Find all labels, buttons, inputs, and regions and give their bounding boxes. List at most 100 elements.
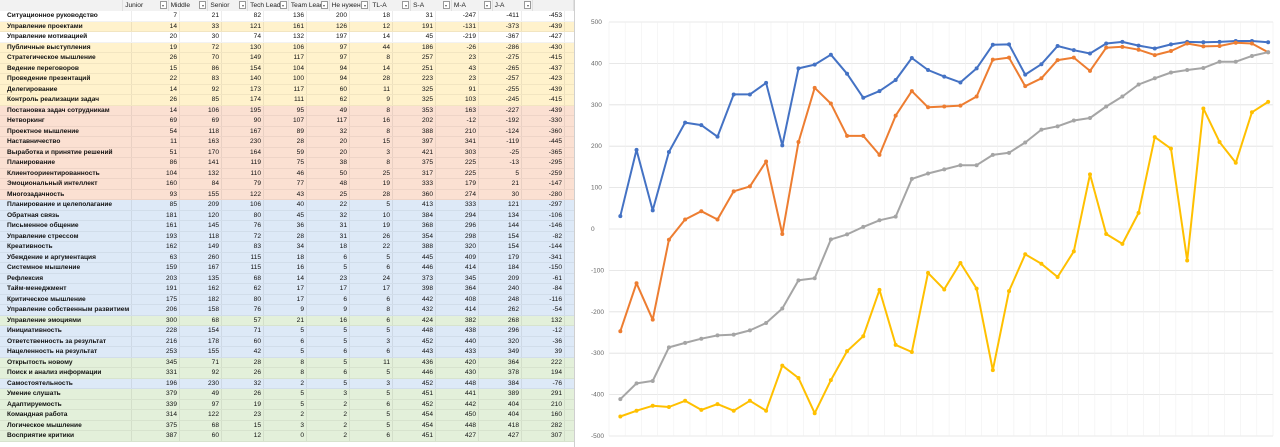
value-cell[interactable]: 60 [222, 336, 264, 346]
filter-dropdown-icon[interactable] [483, 1, 491, 9]
value-cell[interactable]: -13 [479, 158, 522, 168]
value-cell[interactable]: 22 [350, 242, 393, 252]
value-cell[interactable]: 3 [264, 420, 307, 430]
value-cell[interactable]: 223 [393, 74, 436, 84]
value-cell[interactable]: 450 [436, 410, 479, 420]
value-cell[interactable]: 441 [436, 389, 479, 399]
value-cell[interactable]: 193 [132, 231, 180, 241]
value-cell[interactable]: 38 [307, 158, 350, 168]
value-cell[interactable]: 225 [436, 168, 479, 178]
value-cell[interactable]: -437 [522, 63, 565, 73]
value-cell[interactable]: 145 [180, 221, 222, 231]
value-cell[interactable]: 170 [180, 147, 222, 157]
value-cell[interactable]: 404 [479, 399, 522, 409]
value-cell[interactable]: -439 [522, 21, 565, 31]
value-cell[interactable]: 182 [180, 294, 222, 304]
value-cell[interactable]: -275 [479, 53, 522, 63]
value-cell[interactable]: 452 [393, 399, 436, 409]
value-cell[interactable]: 54 [132, 126, 180, 136]
value-cell[interactable]: 26 [132, 95, 180, 105]
value-cell[interactable]: 19 [350, 221, 393, 231]
value-cell[interactable]: -427 [522, 32, 565, 42]
value-cell[interactable]: 375 [393, 158, 436, 168]
value-cell[interactable]: 15 [350, 137, 393, 147]
value-cell[interactable]: 26 [222, 368, 264, 378]
skill-name-cell[interactable]: Управление проектами [0, 21, 132, 31]
value-cell[interactable]: 6 [307, 294, 350, 304]
value-cell[interactable]: -265 [479, 63, 522, 73]
value-cell[interactable]: 130 [222, 42, 264, 52]
table-row[interactable]: Управление эмоциями 300 68 57 21 16 6 424 382 268… [0, 315, 574, 326]
value-cell[interactable]: 181 [132, 210, 180, 220]
value-cell[interactable]: 349 [479, 347, 522, 357]
skill-name-cell[interactable]: Открытость новому [0, 357, 132, 367]
value-cell[interactable]: 71 [180, 357, 222, 367]
header-cell[interactable]: TL-A [370, 0, 412, 11]
value-cell[interactable]: 135 [180, 273, 222, 283]
skill-name-cell[interactable]: Письменное общение [0, 221, 132, 231]
value-cell[interactable]: 28 [264, 231, 307, 241]
value-cell[interactable]: 427 [479, 431, 522, 441]
value-cell[interactable]: 19 [350, 179, 393, 189]
value-cell[interactable]: -280 [522, 189, 565, 199]
value-cell[interactable]: 154 [222, 63, 264, 73]
value-cell[interactable]: 200 [307, 11, 350, 21]
value-cell[interactable]: 28 [264, 137, 307, 147]
skill-name-cell[interactable]: Тайм-менеджмент [0, 284, 132, 294]
table-row[interactable]: Планирование и целеполагание 85 209 106 40 22… [0, 200, 574, 211]
value-cell[interactable]: 240 [479, 284, 522, 294]
value-cell[interactable]: 30 [180, 32, 222, 42]
value-cell[interactable]: 26 [132, 53, 180, 63]
value-cell[interactable]: -106 [522, 210, 565, 220]
table-row[interactable]: Постановка задач сотрудникам 14 106 195 95 49… [0, 105, 574, 116]
value-cell[interactable]: 36 [264, 221, 307, 231]
value-cell[interactable]: 274 [436, 189, 479, 199]
value-cell[interactable]: 20 [307, 137, 350, 147]
value-cell[interactable]: 70 [180, 53, 222, 63]
value-cell[interactable]: 3 [307, 389, 350, 399]
table-row[interactable]: Управление стрессом 193 118 72 28 31 26 354 298 1… [0, 231, 574, 242]
value-cell[interactable]: 45 [264, 210, 307, 220]
value-cell[interactable]: 149 [222, 53, 264, 63]
value-cell[interactable]: 5 [307, 336, 350, 346]
header-cell[interactable]: Senior [208, 0, 249, 11]
value-cell[interactable]: 448 [393, 326, 436, 336]
value-cell[interactable]: 307 [522, 431, 565, 441]
filter-dropdown-icon[interactable] [279, 1, 287, 9]
value-cell[interactable]: 424 [393, 315, 436, 325]
skill-name-cell[interactable]: Нетворкинг [0, 116, 132, 126]
value-cell[interactable]: 210 [436, 126, 479, 136]
value-cell[interactable]: 5 [264, 326, 307, 336]
value-cell[interactable]: 2 [264, 410, 307, 420]
value-cell[interactable]: 0 [264, 431, 307, 441]
value-cell[interactable]: 388 [393, 242, 436, 252]
value-cell[interactable]: 19 [132, 42, 180, 52]
value-cell[interactable]: 160 [132, 179, 180, 189]
skill-name-cell[interactable]: Системное мышление [0, 263, 132, 273]
value-cell[interactable]: 22 [132, 74, 180, 84]
value-cell[interactable]: 430 [436, 368, 479, 378]
value-cell[interactable]: 103 [436, 95, 479, 105]
value-cell[interactable]: -144 [522, 242, 565, 252]
value-cell[interactable]: 184 [479, 263, 522, 273]
value-cell[interactable]: 3 [350, 336, 393, 346]
value-cell[interactable]: -430 [522, 42, 565, 52]
value-cell[interactable]: 16 [307, 315, 350, 325]
value-cell[interactable]: 117 [307, 116, 350, 126]
header-cell[interactable]: S-A [411, 0, 452, 11]
value-cell[interactable]: 19 [222, 399, 264, 409]
skill-name-cell[interactable]: Обратная связь [0, 210, 132, 220]
value-cell[interactable]: 68 [180, 420, 222, 430]
value-cell[interactable]: 77 [264, 179, 307, 189]
value-cell[interactable]: -54 [522, 305, 565, 315]
value-cell[interactable]: 161 [132, 221, 180, 231]
value-cell[interactable]: -259 [522, 168, 565, 178]
value-cell[interactable]: 155 [180, 189, 222, 199]
value-cell[interactable]: 140 [222, 74, 264, 84]
value-cell[interactable]: 451 [393, 389, 436, 399]
value-cell[interactable]: 80 [222, 210, 264, 220]
value-cell[interactable]: 63 [132, 252, 180, 262]
value-cell[interactable]: 16 [350, 116, 393, 126]
skill-name-cell[interactable]: Управление эмоциями [0, 315, 132, 325]
value-cell[interactable]: 448 [436, 378, 479, 388]
